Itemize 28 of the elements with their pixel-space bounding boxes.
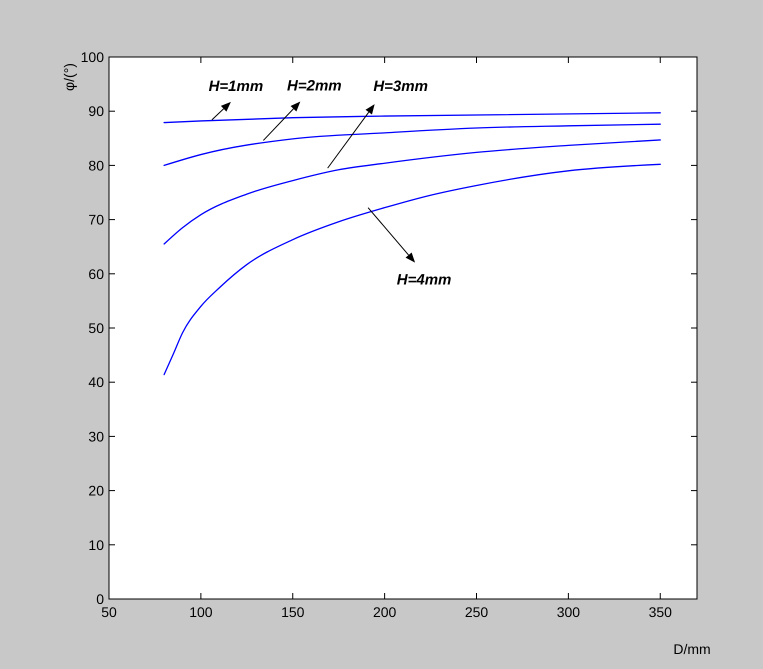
x-axis-title: D/mm (673, 641, 711, 657)
line-series (163, 112, 661, 124)
x-tick-label: 250 (464, 604, 488, 620)
line-series (163, 124, 661, 166)
x-tick-label: 100 (189, 604, 213, 620)
x-tick-label: 50 (101, 604, 117, 620)
x-tick-label: 350 (648, 604, 672, 620)
y-tick-label: 20 (88, 482, 104, 499)
y-tick-label: 30 (88, 428, 104, 444)
y-tick-label: 0 (96, 591, 104, 607)
annotation: H=3mm (373, 78, 428, 96)
y-tick-label: 100 (80, 49, 104, 65)
x-tick-label: 300 (556, 604, 580, 620)
annotation: H=2mm (287, 77, 342, 94)
y-tick-label: 70 (88, 212, 104, 228)
y-tick-label: 10 (88, 536, 104, 553)
x-tick-label: 150 (281, 604, 305, 620)
line-series (163, 164, 661, 376)
x-tick-label: 200 (372, 604, 397, 620)
y-tick-label: 60 (88, 266, 104, 282)
y-tick-label: 90 (88, 103, 104, 120)
y-tick-label: 80 (88, 157, 104, 174)
line-series (163, 139, 661, 245)
annotation: H=1mm (208, 78, 264, 95)
annotation: H=4mm (396, 272, 452, 289)
y-axis-title: φ/(°) (61, 63, 77, 91)
y-tick-label: 50 (88, 320, 104, 336)
y-tick-label: 40 (88, 374, 104, 390)
